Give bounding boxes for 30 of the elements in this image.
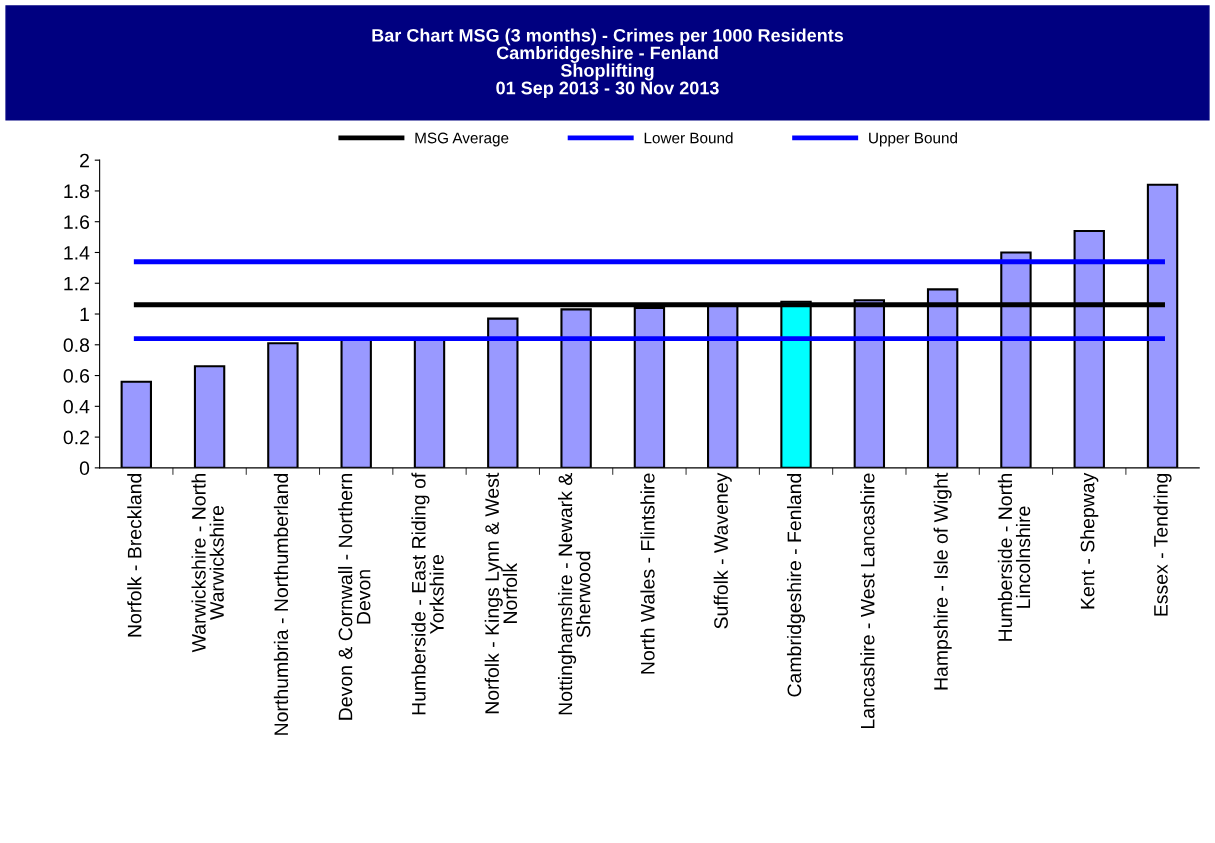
x-tick-label: Norfolk - Breckland (127, 473, 142, 637)
chart-title: Bar Chart MSG (3 months) - Crimes per 1000 Residents Cambridgeshire - Fenland Shoplifting 01 Sep 2013 - 30 Nov 2013 (372, 28, 844, 98)
legend-label: MSG Average (415, 132, 509, 147)
x-tick-label: Northumbria - Northumberland (273, 473, 289, 735)
legend-label: Upper Bound (869, 132, 957, 147)
x-tick-label: Humberside - East Riding of Yorkshire (411, 472, 444, 715)
y-tick-label: 1.6 (64, 215, 90, 229)
y-tick-label: 1.4 (64, 246, 90, 260)
x-tick-label: Hampshire - Isle of Wight (933, 472, 952, 690)
x-tick-label: Kent - Shepway (1080, 472, 1099, 609)
y-tick-label: 0.6 (63, 369, 90, 383)
x-tick-label: Lancashire - West Lancashire (860, 473, 875, 728)
x-tick-label: Warwickshire - North Warwickshire (191, 473, 224, 653)
y-tick-label: 2 (80, 153, 89, 168)
y-tick-label: 0 (79, 461, 90, 476)
x-tick-label: Suffolk - Waveney (713, 472, 732, 629)
y-tick-label: 1.8 (64, 184, 90, 199)
y-tick-label: 1 (80, 307, 89, 322)
x-tick-label: North Wales - Flintshire (640, 473, 655, 674)
y-tick-label: 1.2 (64, 276, 89, 291)
y-tick-label: 0.8 (63, 338, 90, 353)
x-tick-label: Nottinghamshire - Newark & Sherwood (557, 473, 591, 715)
y-tick-label: 0.2 (63, 430, 89, 445)
x-tick-label: Norfolk - Kings Lynn & West Norfolk (484, 472, 518, 714)
x-tick-label: Devon & Cornwall - Northern Devon (338, 473, 371, 720)
legend-label: Lower Bound (644, 132, 733, 144)
x-tick-label: Essex - Tendring (1153, 473, 1172, 616)
y-tick-label: 0.4 (63, 399, 90, 414)
x-tick-label: Humberside - North Lincolnshire (997, 473, 1031, 641)
x-tick-label: Cambridgeshire - Fenland (786, 473, 806, 697)
